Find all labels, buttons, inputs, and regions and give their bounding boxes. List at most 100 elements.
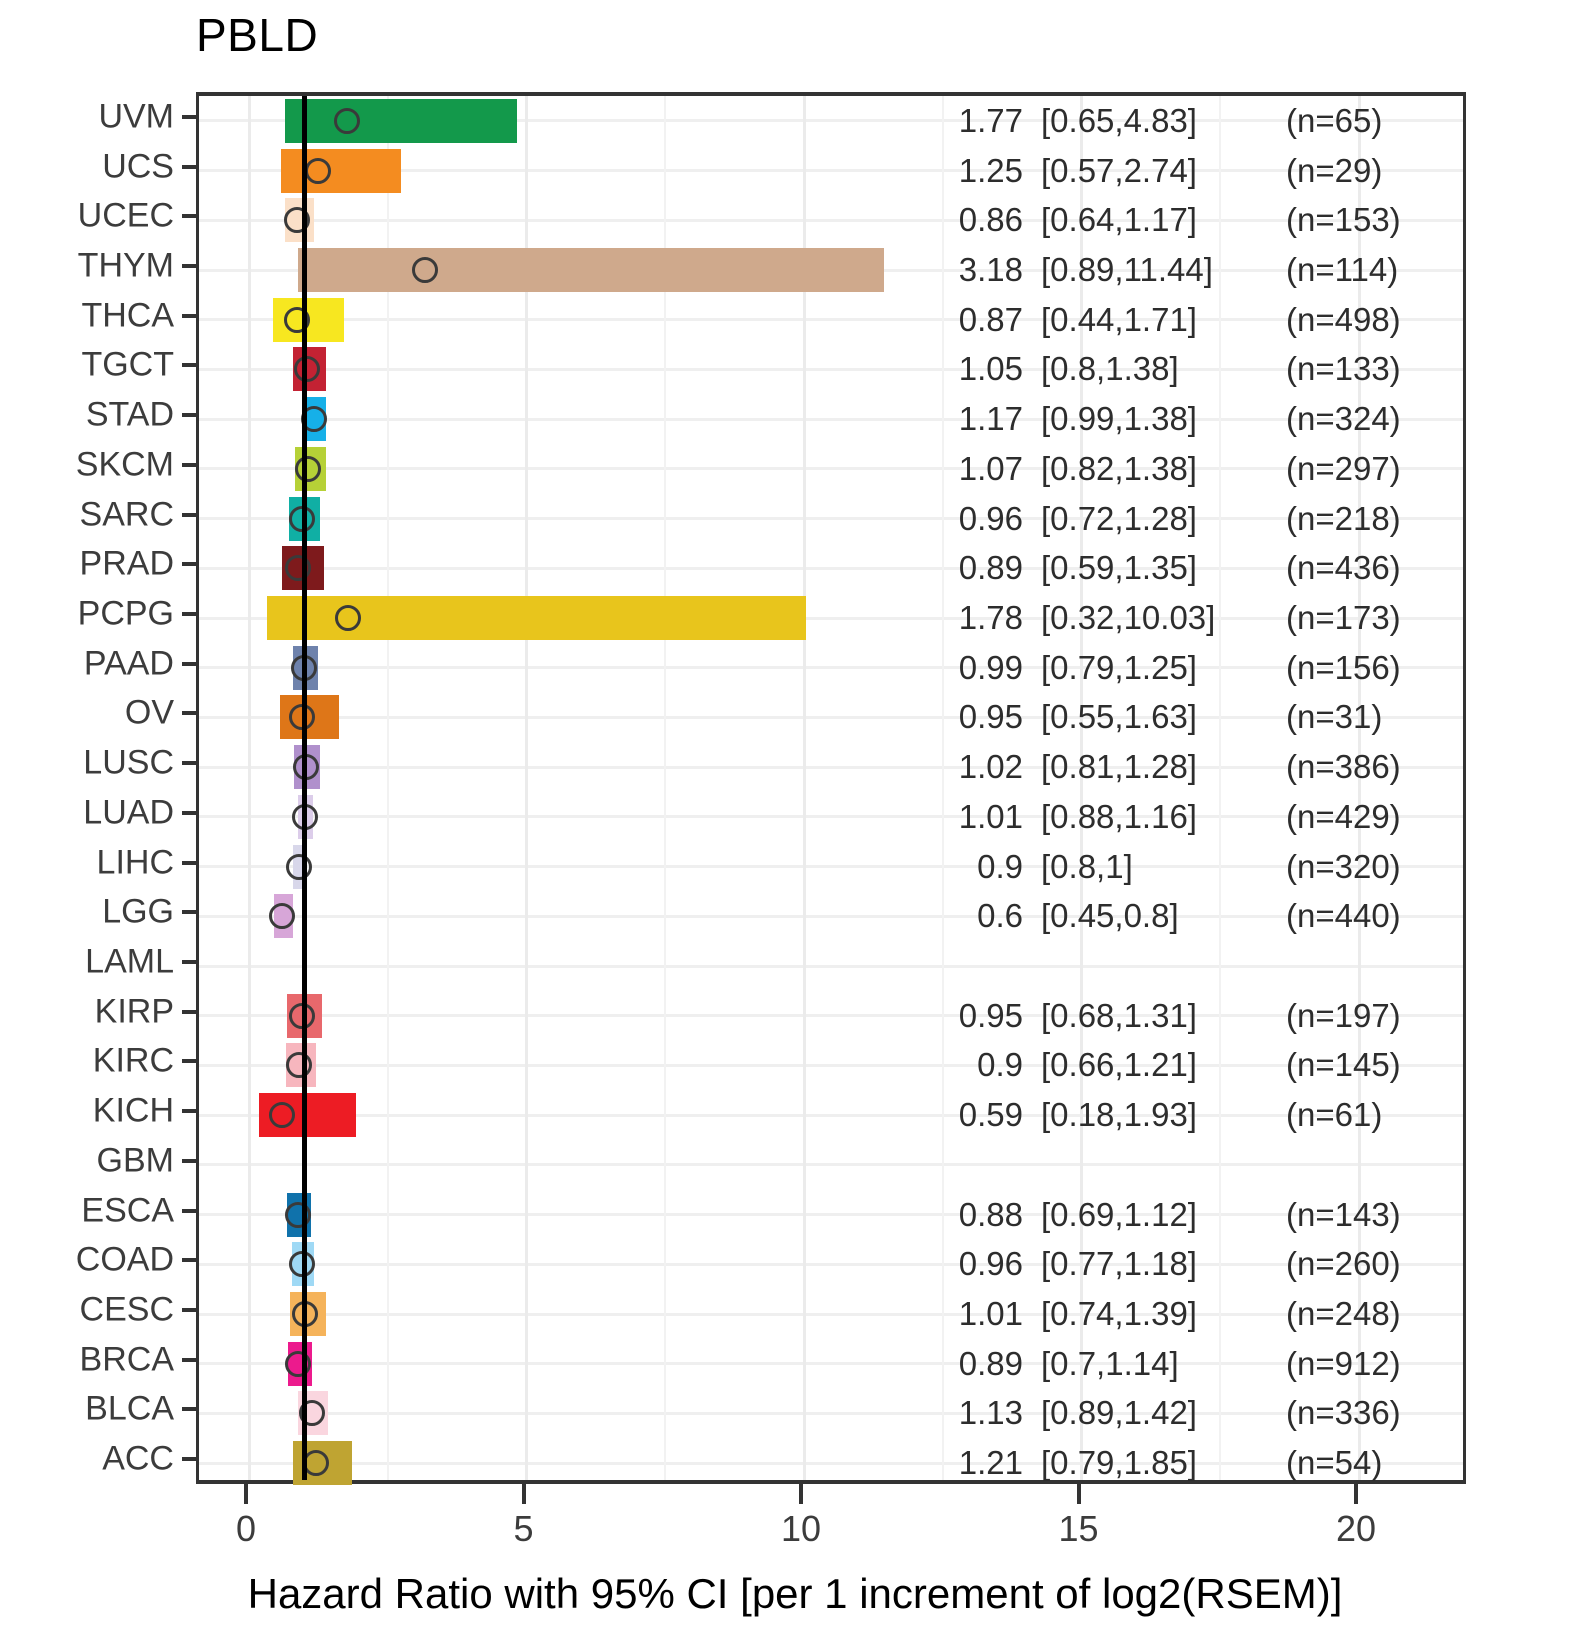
sample-size-value: (n=61) — [1286, 1096, 1383, 1134]
point-estimate-marker — [334, 604, 361, 631]
gridline-horizontal — [199, 964, 1463, 968]
y-axis-tick — [182, 860, 196, 865]
confidence-interval-value: [0.66,1.21] — [1041, 1046, 1197, 1084]
sample-size-value: (n=218) — [1286, 499, 1401, 537]
y-axis-tick — [182, 1357, 196, 1362]
x-axis-tick — [1076, 1484, 1081, 1504]
y-axis-label-coad: COAD — [75, 1240, 174, 1279]
y-axis-label-lgg: LGG — [102, 892, 174, 931]
y-axis-label-kich: KICH — [92, 1091, 174, 1130]
hazard-ratio-value: 1.77 — [958, 101, 1023, 139]
sample-size-value: (n=31) — [1286, 698, 1383, 736]
hazard-ratio-value: 1.02 — [958, 748, 1023, 786]
forest-row — [199, 842, 1463, 892]
y-axis-tick — [182, 114, 196, 119]
gridline-horizontal — [199, 367, 1463, 371]
y-axis-tick — [182, 810, 196, 815]
confidence-interval-value: [0.89,11.44] — [1041, 251, 1213, 288]
y-axis-tick — [182, 164, 196, 169]
confidence-interval-value: [0.72,1.28] — [1041, 499, 1197, 537]
gridline-horizontal — [199, 1362, 1463, 1366]
hazard-ratio-value: 0.95 — [958, 698, 1023, 736]
y-axis-tick — [182, 1308, 196, 1312]
forest-plot-panel: 1.77 [0.65,4.83] (n=65) 1.25 [0.57,2.74] (n=2… — [196, 92, 1466, 1486]
gridline-horizontal — [199, 1461, 1463, 1465]
y-axis-label-lihc: LIHC — [96, 843, 174, 882]
confidence-interval-bar — [298, 247, 884, 292]
y-axis-label-esca: ESCA — [81, 1191, 174, 1230]
gridline-vertical-minor — [664, 96, 667, 1480]
forest-row — [199, 593, 1463, 643]
point-estimate-marker — [284, 1201, 311, 1228]
point-estimate-marker — [288, 1002, 315, 1029]
forest-row — [199, 295, 1463, 345]
hazard-ratio-value: 0.95 — [958, 996, 1023, 1034]
hazard-ratio-value: 0.9 — [977, 1046, 1023, 1084]
confidence-interval-value: [0.74,1.39] — [1041, 1295, 1197, 1332]
y-axis-label-lusc: LUSC — [83, 743, 174, 782]
y-axis-label-skcm: SKCM — [75, 445, 174, 484]
gridline-horizontal — [199, 914, 1463, 918]
confidence-interval-value: [0.44,1.71] — [1041, 300, 1197, 338]
hazard-ratio-value: 0.86 — [958, 201, 1023, 239]
confidence-interval-value: [0.55,1.63] — [1041, 698, 1197, 736]
sample-size-value: (n=133) — [1286, 350, 1401, 388]
forest-row — [199, 1041, 1463, 1091]
gridline-horizontal — [199, 1163, 1463, 1167]
hazard-ratio-value: 1.05 — [958, 350, 1023, 388]
x-axis-tick-label: 5 — [513, 1508, 534, 1549]
gridline-vertical-minor — [941, 96, 944, 1480]
confidence-interval-bar — [280, 148, 402, 193]
forest-row — [199, 245, 1463, 295]
confidence-interval-value: [0.82,1.38] — [1041, 449, 1197, 487]
y-axis-tick — [182, 761, 196, 766]
forest-row — [199, 693, 1463, 743]
hazard-ratio-value: 0.96 — [958, 499, 1023, 537]
hazard-ratio-value: 0.96 — [958, 1245, 1023, 1283]
y-axis-label-cesc: CESC — [79, 1290, 174, 1329]
y-axis-tick — [182, 910, 196, 915]
y-axis-label-tgct: TGCT — [81, 345, 174, 384]
gridline-vertical-major — [1080, 96, 1083, 1480]
forest-row — [199, 1090, 1463, 1140]
confidence-interval-value: [0.77,1.18] — [1041, 1245, 1197, 1283]
gridline-horizontal — [199, 1113, 1463, 1117]
confidence-interval-value: [0.8,1] — [1041, 847, 1133, 885]
sample-size-value: (n=260) — [1286, 1245, 1401, 1283]
y-axis-tick — [182, 363, 196, 368]
sample-size-value: (n=336) — [1286, 1394, 1401, 1432]
point-estimate-marker — [268, 1102, 295, 1129]
hazard-ratio-value: 0.89 — [958, 549, 1023, 587]
gridline-horizontal — [199, 815, 1463, 819]
page-title: PBLD — [196, 9, 319, 61]
y-axis-tick — [182, 313, 196, 318]
point-estimate-marker — [283, 207, 310, 234]
confidence-interval-bar — [285, 98, 518, 143]
gridline-horizontal — [199, 1312, 1463, 1316]
hazard-ratio-value: 1.13 — [958, 1394, 1023, 1432]
y-axis-label-blca: BLCA — [85, 1389, 174, 1428]
confidence-interval-value: [0.18,1.93] — [1041, 1096, 1197, 1134]
reference-line — [302, 96, 307, 1480]
sample-size-value: (n=143) — [1286, 1195, 1401, 1233]
x-axis-tick — [1354, 1484, 1358, 1504]
gridline-horizontal — [199, 666, 1463, 670]
y-axis-tick — [182, 1407, 196, 1412]
y-axis-tick — [182, 1158, 196, 1163]
gridline-horizontal — [199, 417, 1463, 421]
sample-size-value: (n=153) — [1286, 201, 1401, 239]
point-estimate-marker — [294, 356, 321, 383]
hazard-ratio-value: 1.21 — [958, 1444, 1023, 1482]
hazard-ratio-value: 1.01 — [958, 797, 1023, 835]
gridline-horizontal — [199, 566, 1463, 570]
y-axis-label-thca: THCA — [81, 296, 174, 335]
gridline-vertical-major — [1357, 96, 1361, 1480]
hazard-ratio-value: 1.07 — [958, 449, 1023, 487]
sample-size-value: (n=248) — [1286, 1295, 1401, 1332]
sample-size-value: (n=297) — [1286, 449, 1401, 487]
y-axis-tick — [182, 1109, 196, 1114]
hazard-ratio-value: 0.59 — [958, 1096, 1023, 1134]
y-axis-label-stad: STAD — [85, 395, 174, 434]
y-axis-label-pcpg: PCPG — [77, 594, 174, 633]
y-axis-label-ucs: UCS — [102, 147, 174, 186]
